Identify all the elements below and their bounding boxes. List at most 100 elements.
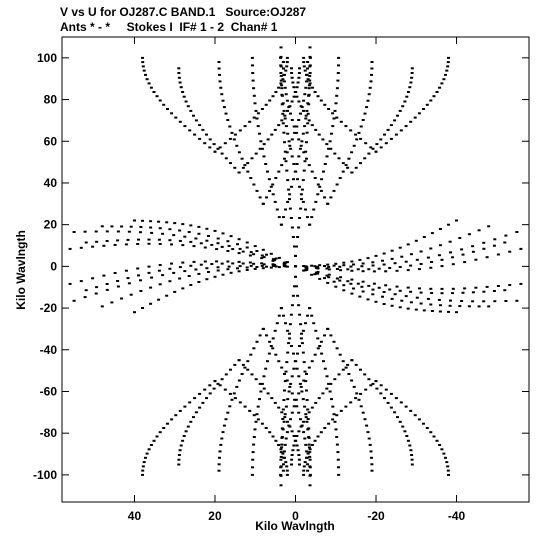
uv-point bbox=[314, 128, 318, 131]
uv-point bbox=[342, 264, 346, 267]
uv-point bbox=[150, 231, 154, 234]
uv-point bbox=[327, 268, 331, 271]
uv-point bbox=[290, 411, 294, 414]
uv-point bbox=[384, 388, 388, 391]
uv-point bbox=[350, 292, 354, 295]
uv-point bbox=[126, 238, 130, 241]
uv-point bbox=[269, 345, 273, 347]
uv-point bbox=[467, 305, 471, 308]
uv-point bbox=[223, 388, 227, 391]
uv-point bbox=[426, 256, 430, 259]
uv-point bbox=[344, 125, 348, 128]
uv-point bbox=[282, 463, 285, 466]
uv-point bbox=[305, 268, 309, 271]
uv-point bbox=[463, 261, 467, 264]
uv-point bbox=[284, 265, 288, 268]
uv-point bbox=[229, 368, 232, 371]
y-tick-label: -100 bbox=[33, 468, 57, 482]
uv-point bbox=[274, 353, 278, 356]
uv-point bbox=[213, 150, 217, 153]
uv-point bbox=[226, 268, 230, 271]
uv-point bbox=[290, 304, 294, 307]
uv-point bbox=[181, 261, 185, 264]
uv-point bbox=[145, 452, 149, 455]
uv-point bbox=[305, 73, 308, 76]
uv-point bbox=[482, 241, 486, 244]
uv-point bbox=[273, 200, 277, 203]
uv-point bbox=[229, 162, 232, 165]
uv-point bbox=[305, 157, 308, 160]
uv-point bbox=[334, 428, 338, 431]
uv-point bbox=[279, 473, 283, 476]
uv-point bbox=[308, 82, 312, 85]
uv-point bbox=[307, 446, 311, 449]
uv-point bbox=[197, 272, 201, 275]
uv-point bbox=[430, 292, 434, 294]
uv-point bbox=[329, 196, 333, 199]
uv-point bbox=[264, 163, 268, 165]
uv-point bbox=[323, 367, 327, 370]
uv-point bbox=[177, 458, 181, 461]
uv-point bbox=[384, 284, 388, 287]
uv-point bbox=[222, 424, 226, 427]
uv-point bbox=[274, 91, 278, 93]
uv-point bbox=[308, 79, 312, 82]
uv-point bbox=[440, 287, 444, 290]
uv-point bbox=[100, 305, 104, 308]
uv-point bbox=[306, 122, 310, 125]
uv-point bbox=[251, 466, 254, 469]
uv-point bbox=[157, 298, 161, 301]
uv-point bbox=[304, 114, 308, 117]
uv-point bbox=[440, 448, 444, 451]
uv-point bbox=[271, 193, 275, 196]
uv-point bbox=[194, 411, 198, 414]
uv-point bbox=[259, 390, 263, 393]
uv-point bbox=[79, 280, 83, 283]
uv-point bbox=[413, 116, 417, 119]
uv-point bbox=[297, 392, 301, 395]
uv-point bbox=[268, 99, 272, 102]
uv-point bbox=[332, 340, 336, 343]
uv-point bbox=[455, 219, 458, 222]
uv-point bbox=[366, 99, 370, 102]
uv-point bbox=[350, 278, 354, 281]
uv-point bbox=[361, 119, 365, 121]
uv-point bbox=[388, 267, 392, 269]
uv-point bbox=[304, 380, 308, 383]
uv-point bbox=[335, 183, 339, 186]
uv-point bbox=[393, 411, 397, 414]
uv-point bbox=[334, 285, 338, 288]
uv-point bbox=[368, 443, 372, 446]
uv-point bbox=[266, 170, 269, 173]
uv-point bbox=[149, 226, 153, 229]
uv-point bbox=[326, 327, 330, 330]
uv-point bbox=[152, 91, 156, 93]
uv-point bbox=[290, 185, 293, 188]
uv-point bbox=[213, 275, 217, 278]
uv-point bbox=[437, 298, 441, 301]
x-tick-label: -20 bbox=[367, 509, 385, 523]
uv-point bbox=[339, 120, 343, 123]
uv-point bbox=[193, 133, 197, 136]
uv-point bbox=[243, 164, 247, 167]
uv-point bbox=[203, 246, 207, 249]
uv-point bbox=[370, 469, 374, 472]
uv-point bbox=[313, 353, 317, 356]
uv-point bbox=[474, 258, 478, 261]
uv-point bbox=[318, 277, 322, 280]
uv-point bbox=[258, 382, 262, 385]
uv-point bbox=[419, 263, 423, 265]
uv-point bbox=[323, 103, 327, 106]
uv-point bbox=[306, 469, 310, 472]
uv-point bbox=[302, 265, 306, 267]
uv-point bbox=[232, 138, 236, 141]
uv-point bbox=[189, 109, 193, 112]
uv-point bbox=[313, 177, 317, 179]
uv-point bbox=[303, 265, 307, 268]
uv-point bbox=[260, 262, 264, 265]
uv-point bbox=[344, 366, 348, 369]
uv-point bbox=[446, 465, 450, 468]
uv-point bbox=[233, 133, 237, 136]
uv-point bbox=[174, 414, 178, 417]
uv-point bbox=[471, 245, 475, 248]
